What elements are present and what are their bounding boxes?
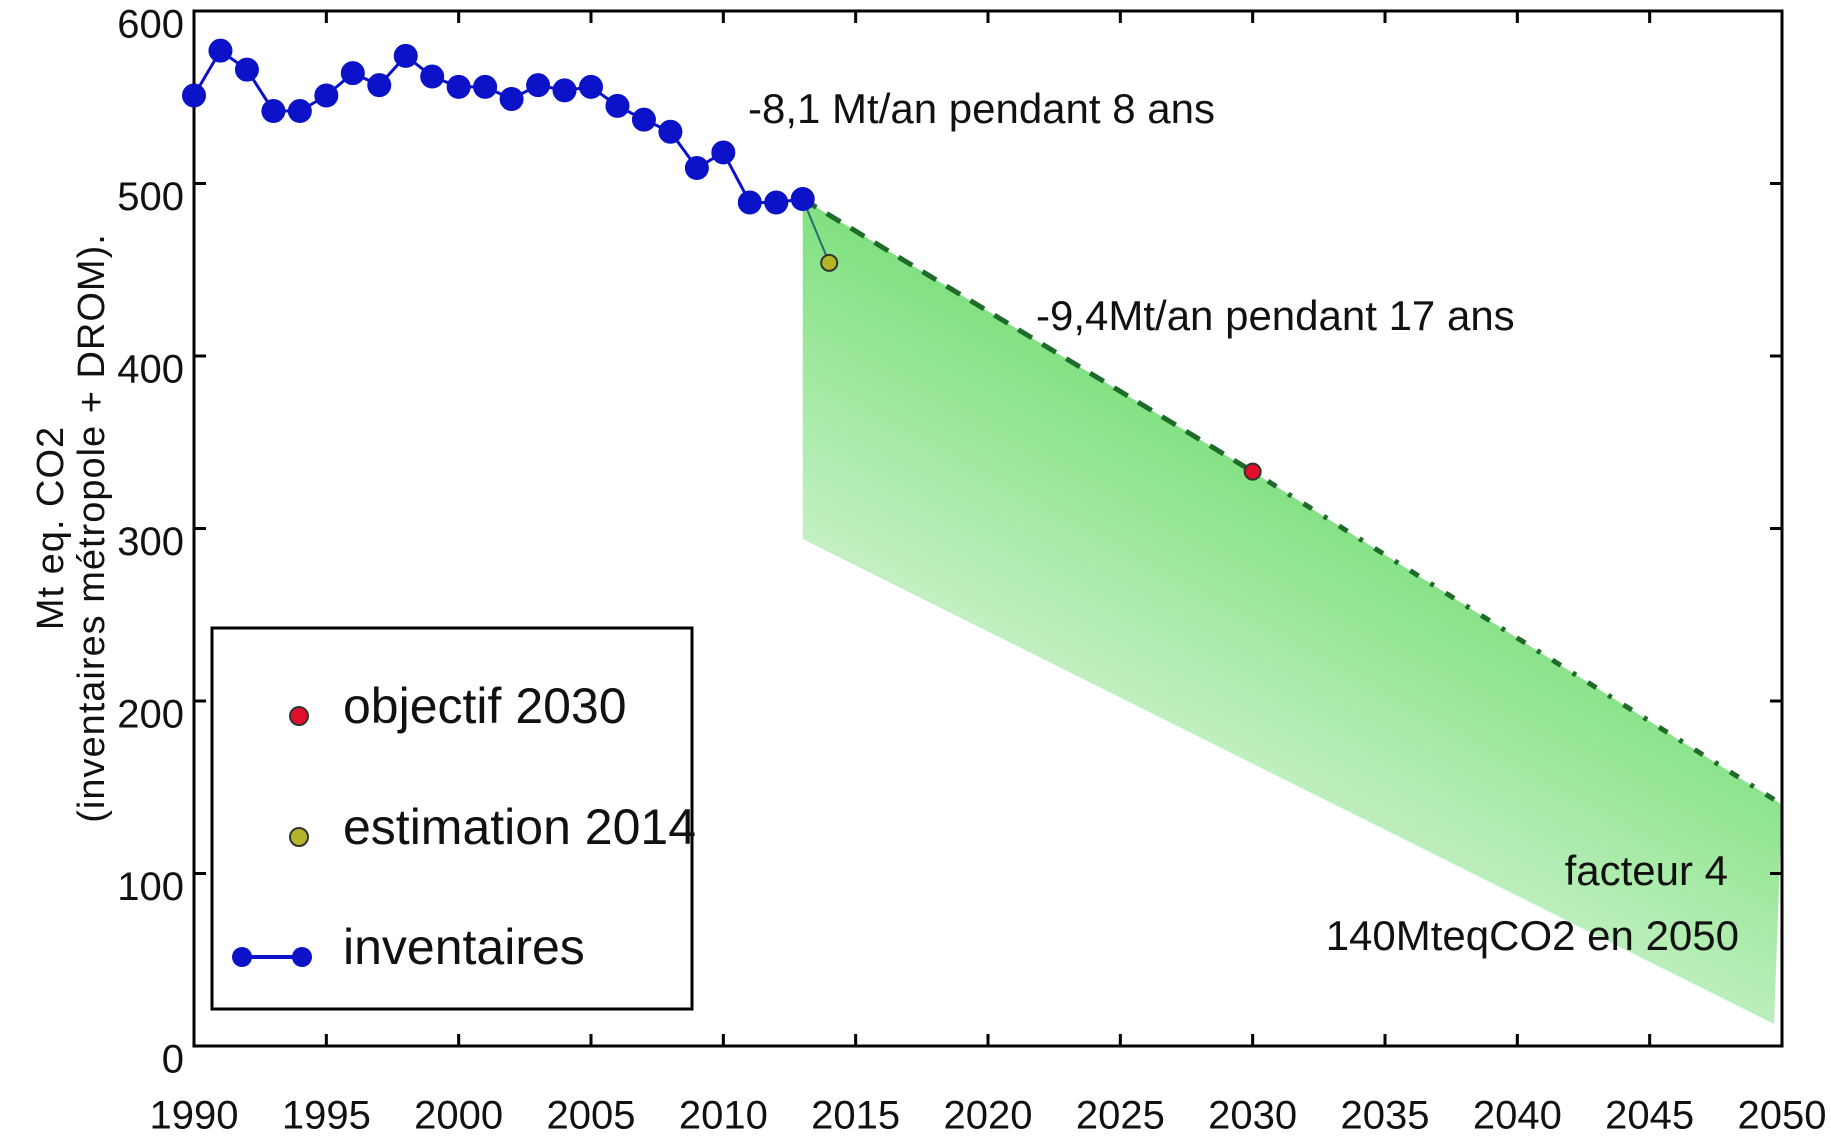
series-point [631, 107, 656, 132]
y-axis-label: (inventaires métropole + DROM). [71, 233, 113, 823]
x-tick-label: 2030 [1208, 1094, 1297, 1138]
legend-marker [292, 947, 312, 967]
series-point [684, 155, 709, 180]
series-point [737, 190, 762, 215]
series-point [526, 73, 551, 98]
series-point [552, 78, 577, 103]
y-tick-label: 100 [117, 865, 184, 909]
y-tick-label: 200 [117, 693, 184, 737]
y-tick-label: 600 [117, 3, 184, 47]
y-tick-label: 400 [117, 348, 184, 392]
series-point [367, 73, 392, 98]
legend-marker [289, 827, 309, 847]
series-point [208, 38, 233, 63]
x-tick-label: 2045 [1605, 1094, 1694, 1138]
x-tick-label: 2015 [811, 1094, 900, 1138]
legend-box [210, 626, 694, 1011]
trajectory-dotted [1251, 469, 1784, 807]
legend-label: inventaires [343, 919, 585, 975]
annotation: -8,1 Mt/an pendant 8 ans [748, 85, 1215, 132]
series-point [1243, 462, 1262, 481]
x-tick-label: 2050 [1738, 1094, 1827, 1138]
series-point [340, 61, 365, 86]
series-point [446, 74, 471, 99]
x-tick-label: 1990 [150, 1094, 239, 1138]
y-tick-label: 0 [162, 1038, 184, 1082]
x-tick-label: 2035 [1341, 1094, 1430, 1138]
legend-marker [289, 706, 309, 726]
series-point [820, 253, 839, 272]
x-tick-label: 2040 [1473, 1094, 1562, 1138]
x-tick-label: 1995 [282, 1094, 371, 1138]
series-point [182, 83, 206, 108]
series-point [711, 140, 736, 165]
series-point [234, 57, 259, 82]
x-tick-label: 2025 [1076, 1094, 1165, 1138]
annotation: -9,4Mt/an pendant 17 ans [1036, 292, 1515, 339]
series-point [261, 99, 286, 124]
legend-marker [232, 947, 252, 967]
legend-label: estimation 2014 [343, 799, 696, 855]
annotation: facteur 4 [1565, 847, 1728, 894]
y-axis-label: Mt eq. CO2 [30, 426, 72, 630]
series-point [473, 74, 498, 99]
series-point [314, 83, 339, 108]
series-point [287, 99, 312, 124]
x-tick-label: 2000 [414, 1094, 503, 1138]
series-point [393, 43, 418, 68]
y-tick-label: 500 [117, 175, 184, 219]
series-line [192, 48, 803, 204]
x-tick-label: 2010 [679, 1094, 768, 1138]
x-tick-label: 2005 [547, 1094, 636, 1138]
target-area [802, 199, 1782, 1024]
series-point [420, 64, 445, 89]
series-point [658, 119, 683, 144]
series-point [790, 187, 815, 212]
x-tick-label: 2020 [944, 1094, 1033, 1138]
annotation: 140MteqCO2 en 2050 [1326, 912, 1739, 959]
trajectory-dashed [801, 196, 1254, 474]
series-point [764, 190, 789, 215]
series-point [579, 74, 603, 99]
y-tick-label: 300 [117, 520, 184, 564]
series-point [605, 93, 630, 118]
legend-label: objectif 2030 [343, 678, 627, 734]
series-point [499, 86, 524, 111]
